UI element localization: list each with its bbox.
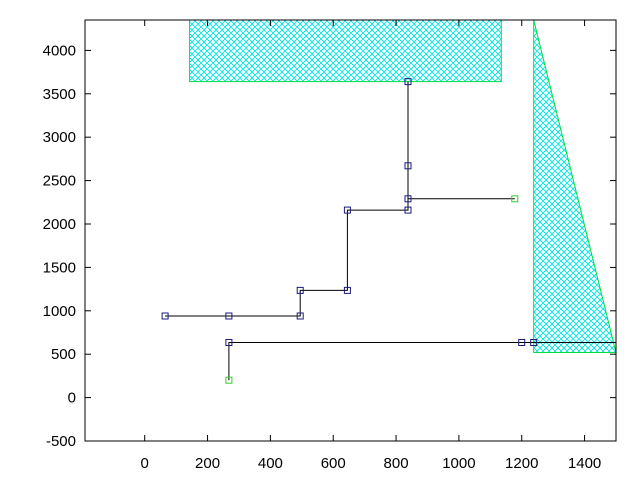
x-axis-ticks: 0 200 400 600 800 1000 1200 1400: [141, 20, 601, 472]
data-point-3: [530, 339, 538, 346]
shaded-region-1: [533, 20, 616, 353]
series-line-1: [165, 198, 515, 317]
y-tick-label: 0: [68, 390, 76, 407]
data-point-0: [225, 376, 233, 384]
x-tick-label: 400: [258, 455, 283, 472]
data-point-7: [296, 286, 304, 294]
x-tick-label: 1200: [505, 455, 538, 472]
data-point-2: [518, 339, 526, 346]
data-point-5: [225, 312, 233, 320]
x-tick-label: 1000: [442, 455, 475, 472]
y-tick-label: 1500: [43, 259, 76, 276]
x-tick-label: 600: [321, 455, 346, 472]
x-tick-label: 1400: [568, 455, 601, 472]
y-tick-label: 4000: [43, 42, 76, 59]
shaded-regions: [189, 20, 616, 353]
series-line-0: [228, 342, 616, 381]
data-point-1: [225, 339, 233, 346]
y-tick-label: 2500: [43, 173, 76, 190]
y-tick-label: 2000: [43, 216, 76, 233]
y-axis-ticks: -500 0 500 1000 1500 2000 2500 3000 3500 4000: [43, 42, 616, 450]
x-tick-label: 800: [384, 455, 409, 472]
data-point-13: [404, 78, 412, 86]
data-point-11: [404, 195, 412, 203]
y-tick-label: -500: [46, 433, 76, 450]
y-tick-label: 3000: [43, 129, 76, 146]
x-tick-label: 200: [195, 455, 220, 472]
data-point-12: [404, 162, 412, 170]
path-lines: [165, 81, 616, 381]
data-point-9: [343, 206, 351, 214]
x-tick-label: 0: [141, 455, 149, 472]
data-point-10: [404, 206, 412, 214]
shaded-region-0: [189, 20, 502, 83]
y-tick-label: 3500: [43, 86, 76, 103]
data-point-6: [296, 312, 304, 320]
data-point-4: [161, 312, 169, 320]
y-tick-label: 1000: [43, 303, 76, 320]
data-point-14: [511, 195, 519, 203]
data-markers: [161, 78, 538, 384]
plot-frame: [84, 19, 617, 442]
data-point-8: [343, 286, 351, 294]
y-tick-label: 500: [51, 346, 76, 363]
